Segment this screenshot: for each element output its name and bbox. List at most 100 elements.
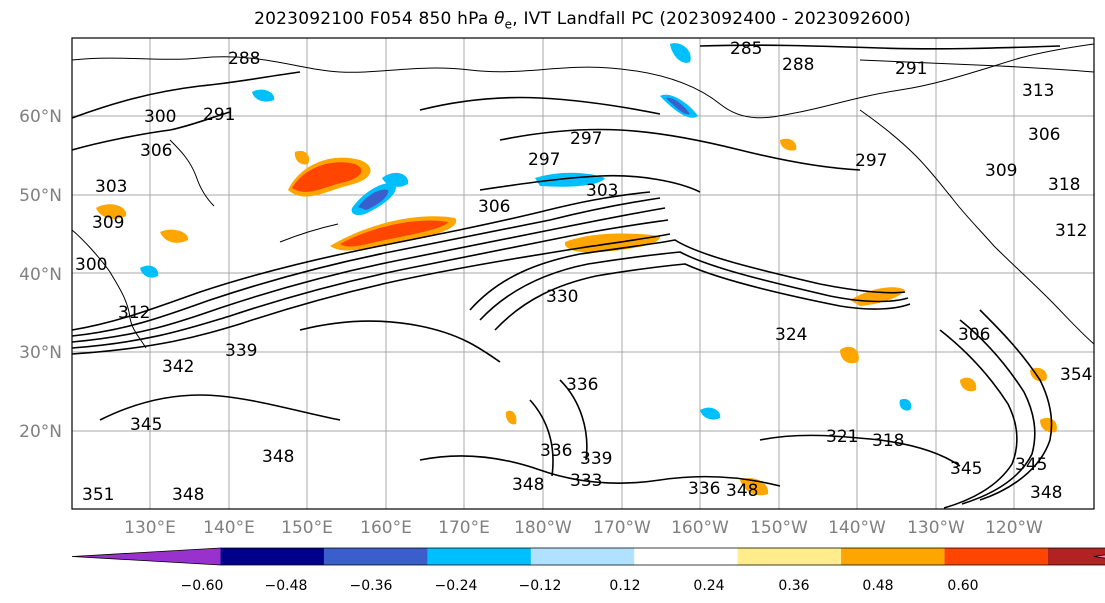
contour-line bbox=[299, 320, 501, 363]
contour-label: 297 bbox=[528, 150, 560, 170]
contours bbox=[72, 44, 1061, 509]
shade-positive bbox=[960, 377, 977, 392]
colorbar-segment bbox=[737, 548, 842, 565]
contour-label: 348 bbox=[1030, 483, 1062, 503]
shade-negative bbox=[899, 398, 912, 411]
shade-negative bbox=[140, 265, 159, 278]
contour-line bbox=[939, 329, 1018, 509]
colorbar-tick-label: 0.36 bbox=[778, 578, 809, 594]
shade-positive bbox=[294, 150, 310, 165]
contour-line bbox=[699, 44, 1061, 50]
contour-label: 348 bbox=[172, 485, 204, 505]
lon-label: 160°E bbox=[360, 518, 412, 538]
shade-negative bbox=[252, 89, 275, 102]
contour-label: 306 bbox=[1028, 125, 1060, 145]
lat-labels: 60°N 50°N 40°N 30°N 20°N bbox=[19, 107, 62, 442]
colorbar-tick-label: −0.36 bbox=[350, 578, 393, 594]
lon-label: 170°W bbox=[593, 518, 651, 538]
shade-positive bbox=[1040, 417, 1057, 433]
lon-label: 130°W bbox=[907, 518, 965, 538]
contour-label: 300 bbox=[144, 107, 176, 127]
contour-label: 303 bbox=[95, 177, 127, 197]
lat-label: 60°N bbox=[19, 107, 62, 127]
contour-label: 288 bbox=[228, 49, 260, 69]
contour-label: 300 bbox=[75, 255, 107, 275]
contour-line bbox=[959, 319, 1036, 505]
contour-line bbox=[479, 251, 909, 321]
contour-label: 312 bbox=[1055, 221, 1087, 241]
contour-label: 333 bbox=[570, 471, 602, 491]
coastline bbox=[859, 59, 1094, 73]
contour-label: 324 bbox=[775, 325, 807, 345]
colorbar-tick-label: 0.24 bbox=[693, 578, 724, 594]
title-rest: , IVT Landfall PC (2023092400 - 20230926… bbox=[512, 9, 911, 29]
contour-label: 297 bbox=[570, 129, 602, 149]
shade-negative bbox=[358, 189, 389, 210]
contour-label: 345 bbox=[950, 459, 982, 479]
contour-label: 330 bbox=[546, 287, 578, 307]
contour-line bbox=[72, 111, 231, 151]
contour-line bbox=[759, 434, 961, 467]
contour-label: 313 bbox=[1022, 81, 1054, 101]
colorbar-tick-label: 0.60 bbox=[947, 578, 978, 594]
contour-line bbox=[479, 174, 701, 193]
colorbar-extend-low bbox=[72, 548, 221, 565]
colorbar-tick-label: −0.60 bbox=[181, 578, 224, 594]
contour-line bbox=[979, 309, 1053, 501]
contour-line bbox=[72, 233, 671, 355]
lon-label: 180°W bbox=[514, 518, 572, 538]
contour-label: 309 bbox=[92, 213, 124, 233]
contour-label: 288 bbox=[782, 55, 814, 75]
colorbar-segment bbox=[634, 548, 739, 565]
contour-label: 309 bbox=[985, 161, 1017, 181]
contour-label: 318 bbox=[872, 431, 904, 451]
lon-label: 120°W bbox=[985, 518, 1043, 538]
contour-label: 303 bbox=[586, 181, 618, 201]
shade-negative bbox=[382, 172, 409, 187]
colorbar-segment bbox=[944, 548, 1049, 565]
contour-label: 312 bbox=[118, 303, 150, 323]
colorbar-tick-label: −0.24 bbox=[435, 578, 478, 594]
colorbar-segment bbox=[427, 548, 532, 565]
contour-label: 336 bbox=[688, 479, 720, 499]
contour-label: 354 bbox=[1060, 365, 1092, 385]
lat-label: 50°N bbox=[19, 186, 62, 206]
shade-negative bbox=[666, 97, 690, 115]
contour-label: 345 bbox=[1015, 455, 1047, 475]
coastline bbox=[859, 109, 1094, 345]
shade-positive bbox=[505, 410, 517, 425]
contour-line bbox=[469, 239, 906, 311]
colorbar-extend-high bbox=[1094, 554, 1105, 559]
contour-line bbox=[72, 207, 666, 343]
lon-labels: 130°E 140°E 150°E 160°E 170°E 180°W 170°… bbox=[124, 518, 1043, 538]
coastlines bbox=[72, 43, 1094, 349]
shade-positive bbox=[340, 220, 448, 247]
lat-label: 20°N bbox=[19, 422, 62, 442]
lon-label: 130°E bbox=[124, 518, 176, 538]
contour-label: 321 bbox=[826, 427, 858, 447]
contour-label: 285 bbox=[730, 39, 762, 59]
contour-label: 336 bbox=[540, 441, 572, 461]
contour-line bbox=[529, 399, 554, 477]
contour-label: 306 bbox=[478, 197, 510, 217]
contour-label: 339 bbox=[580, 449, 612, 469]
contour-label: 342 bbox=[162, 357, 194, 377]
contour-line bbox=[499, 128, 861, 171]
contour-label-layer: 288 285 288 291 313 300 291 306 303 309 … bbox=[75, 39, 1092, 505]
colorbar-segment bbox=[220, 548, 325, 565]
shade-positive bbox=[160, 229, 189, 243]
colorbar-segment bbox=[323, 548, 428, 565]
contour-label: 318 bbox=[1048, 175, 1080, 195]
colorbar-segment bbox=[530, 548, 635, 565]
colorbar-segment bbox=[841, 548, 946, 565]
contour-label: 339 bbox=[225, 341, 257, 361]
contour-label: 336 bbox=[566, 375, 598, 395]
map-title: 2023092100 F054 850 hPa θe, IVT Landfall… bbox=[0, 9, 1105, 31]
contour-line bbox=[559, 379, 588, 461]
lon-label: 150°E bbox=[281, 518, 333, 538]
shade-positive bbox=[780, 138, 797, 151]
contour-line bbox=[99, 394, 341, 421]
contour-line bbox=[419, 455, 781, 487]
contour-line bbox=[72, 219, 669, 349]
